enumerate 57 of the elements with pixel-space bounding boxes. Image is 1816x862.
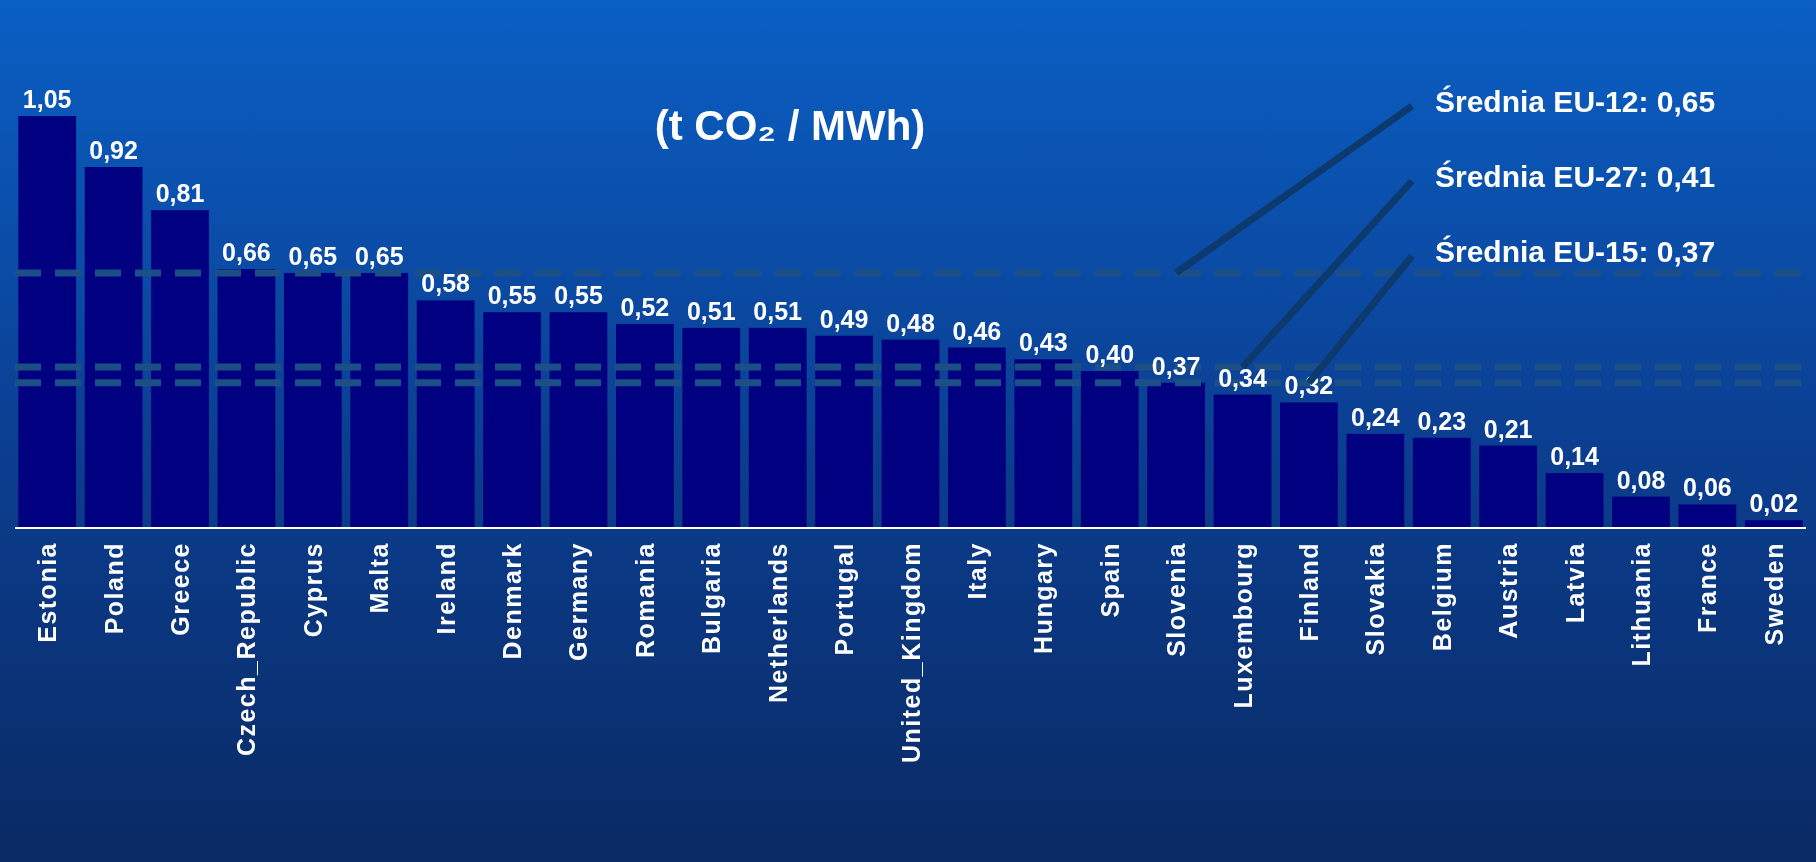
data-label: 0,06 (1683, 473, 1732, 502)
data-label: 0,65 (288, 241, 338, 270)
ref-line-label: Średnia EU-15: 0,37 (1435, 235, 1716, 268)
x-tick-label: Hungary (1029, 542, 1058, 654)
ref-line-label: Średnia EU-27: 0,41 (1435, 160, 1716, 193)
x-tick-label: Netherlands (763, 542, 792, 703)
x-tick-label: Greece (166, 542, 195, 636)
x-tick-label: Poland (99, 542, 128, 635)
x-tick-label: Romania (630, 542, 659, 659)
x-tick-label: United_Kingdom (896, 542, 925, 763)
x-tick-label: Finland (1294, 542, 1323, 642)
data-label: 0,65 (354, 241, 404, 270)
data-label: 0,55 (554, 281, 603, 310)
x-tick-label: Austria (1494, 542, 1523, 639)
x-tick-label: Belgium (1427, 542, 1456, 652)
data-label: 0,92 (89, 136, 138, 165)
x-tick-label: Luxembourg (1228, 542, 1257, 709)
x-tick-label: Czech_Republic (232, 542, 261, 757)
x-tick-label: Slovenia (1162, 542, 1191, 657)
x-tick-label: Germany (564, 542, 593, 661)
x-tick-label: France (1693, 542, 1722, 633)
x-tick-label: Malta (365, 542, 394, 614)
x-tick-label: Lithuania (1626, 542, 1655, 667)
data-label: 0,46 (952, 316, 1002, 345)
data-label: 0,43 (1018, 328, 1068, 357)
ref-line-label: Średnia EU-12: 0,65 (1435, 85, 1716, 118)
data-label: 0,51 (686, 296, 736, 325)
data-label: 0,51 (753, 296, 803, 325)
data-label: 0,37 (1151, 351, 1201, 380)
x-tick-label: Ireland (431, 542, 460, 635)
x-tick-label: Latvia (1560, 542, 1589, 624)
data-label: 0,52 (620, 292, 670, 321)
data-label: 0,23 (1417, 406, 1467, 435)
data-label: 0,58 (421, 269, 471, 298)
x-tick-label: Estonia (33, 542, 62, 643)
x-tick-label: Spain (1095, 542, 1124, 618)
data-label: 0,55 (487, 281, 537, 310)
data-label: 0,34 (1218, 363, 1267, 392)
data-label: 0,40 (1085, 340, 1135, 369)
data-label: 0,49 (819, 304, 869, 333)
data-label: 0,81 (155, 179, 205, 208)
data-label: 0,21 (1483, 414, 1533, 443)
x-tick-label: Denmark (498, 542, 527, 660)
data-label: 0,24 (1351, 402, 1400, 431)
data-label: 0,14 (1550, 442, 1599, 471)
x-tick-label: Slovakia (1361, 542, 1390, 656)
data-label: 0,02 (1749, 489, 1799, 518)
x-tick-label: Portugal (830, 542, 859, 656)
data-label: 0,66 (222, 238, 271, 267)
data-label: 0,08 (1616, 465, 1666, 494)
data-label: 1,05 (22, 85, 72, 113)
chart-title: (t CO₂ / MWh) (654, 102, 926, 149)
x-tick-label: Sweden (1759, 542, 1788, 646)
x-tick-label: Bulgaria (697, 542, 726, 655)
x-tick-label: Cyprus (298, 542, 327, 638)
x-tick-label: Italy (962, 542, 991, 600)
data-label: 0,48 (886, 308, 935, 337)
